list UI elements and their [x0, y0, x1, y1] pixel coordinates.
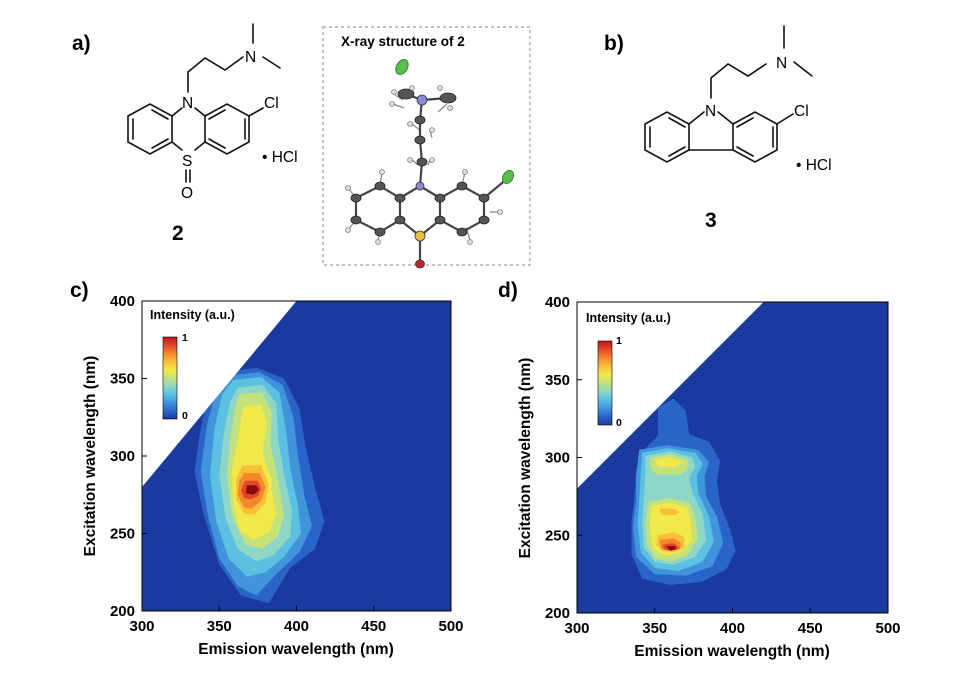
chart-c: 300 350 400 450 500 200 250 300 350 400 [110, 293, 464, 635]
chart-d-x-tick-label-400: 400 [720, 620, 745, 637]
chart-d-y-axis-title: Excitation wavelength (nm) [517, 358, 534, 559]
xray-frame [322, 26, 531, 266]
chart-d-y-tick-label-350: 350 [545, 372, 570, 389]
chart-d-y-tick-label-250: 250 [545, 527, 570, 544]
chart-d: 300 350 400 450 500 200 250 300 350 400 [545, 294, 901, 637]
molecule-3-structure [644, 25, 813, 163]
panel-label-d: d) [498, 279, 518, 302]
chart-c-x-tick-label-400: 400 [284, 618, 309, 635]
chart-d-colorbar-min-label: 0 [616, 417, 622, 429]
chart-c-colorbar [162, 336, 178, 420]
chart-c-x-tick-label-300: 300 [129, 618, 154, 635]
panel-label-a: a) [72, 32, 91, 55]
molecule-3-salt: • HCl [796, 157, 832, 174]
panel-b: b) N N Cl • HCl 3 [604, 25, 832, 232]
chart-d-x-tick-label-350: 350 [642, 620, 667, 637]
chart-c-y-tick-label-200: 200 [110, 603, 135, 620]
panel-label-b: b) [604, 32, 624, 55]
chart-c-x-tick-label-350: 350 [207, 618, 232, 635]
xray-structure-image [345, 59, 514, 269]
molecule-3-ring-nitrogen: N [705, 103, 716, 120]
chart-c-y-tick-label-300: 300 [110, 448, 135, 465]
chart-d-colorbar-title: Intensity (a.u.) [586, 311, 671, 325]
molecule-3-chlorine: Cl [794, 103, 809, 120]
xray-title: X-ray structure of 2 [341, 34, 465, 49]
molecule-2-number: 2 [172, 222, 184, 245]
chart-d-y-tick-label-200: 200 [545, 605, 570, 622]
chart-c-contours [194, 367, 325, 604]
molecule-3-amine-nitrogen: N [776, 55, 787, 72]
chart-c-x-axis-title: Emission wavelength (nm) [198, 641, 394, 658]
molecule-2-amine-nitrogen: N [245, 49, 256, 66]
chart-d-contour-6 [664, 459, 677, 464]
chart-c-unmeasured-region [142, 301, 297, 487]
panel-a: a) N N Cl S O • HCl 2 [72, 23, 298, 245]
chart-c-y-tick-label-350: 350 [110, 371, 135, 388]
chart-d-x-tick-label-300: 300 [564, 620, 589, 637]
chart-d-y-tick-label-300: 300 [545, 450, 570, 467]
chart-d-colorbar-max-label: 1 [616, 335, 622, 347]
molecule-2-ring-nitrogen: N [182, 95, 193, 112]
molecule-3-number: 3 [705, 209, 717, 232]
molecule-2-oxygen: O [181, 185, 193, 202]
chart-c-y-tick-label-400: 400 [110, 293, 135, 310]
chart-d-x-tick-label-500: 500 [875, 620, 900, 637]
molecule-2-structure [127, 23, 281, 183]
xray-panel: X-ray structure of 2 [322, 26, 531, 269]
chart-c-contour-10 [245, 485, 260, 495]
chart-d-contour-10 [659, 508, 680, 515]
chart-d-contours [631, 398, 736, 585]
chart-d-unmeasured-region [577, 302, 764, 489]
chart-d-contour-15 [665, 546, 677, 551]
chart-c-colorbar-min-label: 0 [182, 410, 188, 422]
chart-d-x-axis-title: Emission wavelength (nm) [634, 643, 830, 660]
chart-d-x-tick-label-450: 450 [798, 620, 823, 637]
chart-c-y-axis-title: Excitation wavelength (nm) [82, 356, 99, 557]
chart-d-y-tick-label-400: 400 [545, 294, 570, 311]
molecule-2-chlorine: Cl [264, 95, 279, 112]
molecule-2-sulfur: S [182, 153, 192, 170]
chart-c-x-tick-label-500: 500 [438, 618, 463, 635]
chart-c-y-tick-label-250: 250 [110, 526, 135, 543]
chart-c-x-tick-label-450: 450 [361, 618, 386, 635]
chart-d-colorbar [597, 340, 613, 426]
panel-d: d) 300 350 400 450 500 200 250 300 350 400 Emissi… [498, 279, 901, 660]
molecule-2-salt: • HCl [262, 149, 298, 166]
chart-c-colorbar-max-label: 1 [182, 332, 188, 344]
panel-label-c: c) [70, 279, 89, 302]
chart-c-colorbar-title: Intensity (a.u.) [150, 308, 235, 322]
panel-c: c) 300 350 400 450 500 200 250 300 350 400 Emissi… [70, 279, 464, 658]
